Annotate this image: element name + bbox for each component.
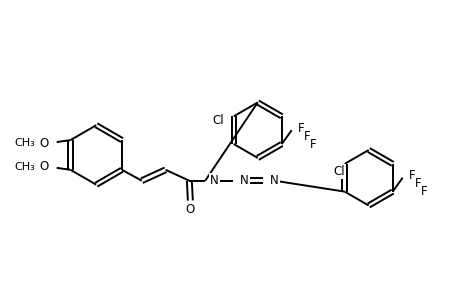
Text: O: O (39, 160, 49, 173)
Text: F: F (420, 185, 426, 198)
Text: CH₃: CH₃ (14, 162, 35, 172)
Text: Cl: Cl (212, 114, 224, 127)
Text: F: F (414, 177, 420, 190)
Text: N: N (210, 174, 218, 187)
Text: Cl: Cl (332, 165, 344, 178)
Text: F: F (297, 122, 303, 135)
Text: F: F (309, 138, 315, 151)
Text: N: N (269, 174, 278, 187)
Text: F: F (303, 130, 309, 142)
Text: O: O (39, 136, 49, 150)
Text: F: F (408, 169, 414, 182)
Text: O: O (185, 203, 195, 216)
Text: CH₃: CH₃ (14, 138, 35, 148)
Text: N: N (239, 174, 248, 187)
